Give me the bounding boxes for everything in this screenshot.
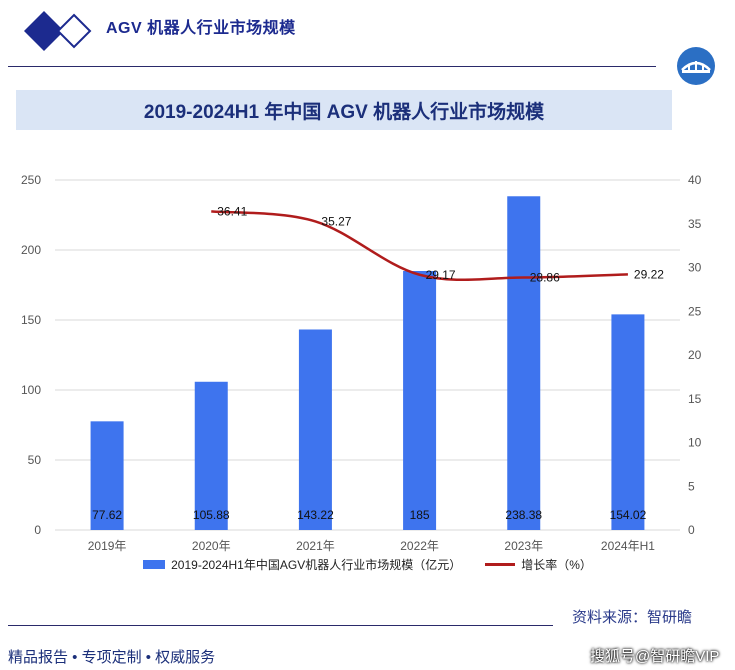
legend-label-bar: 2019-2024H1年中国AGV机器人行业市场规模（亿元） <box>171 558 462 572</box>
y-tick-label: 150 <box>21 313 41 327</box>
legend-swatch-bar <box>143 560 166 569</box>
x-tick-label: 2019年 <box>88 539 127 553</box>
y-tick-label: 250 <box>21 173 41 187</box>
footer-slogan: 精品报告 • 专项定制 • 权威服务 <box>8 649 216 666</box>
bar <box>90 421 124 530</box>
y2-tick-label: 15 <box>688 392 702 406</box>
y-tick-label: 0 <box>34 523 41 537</box>
chart-title-banner: 2019-2024H1 年中国 AGV 机器人行业市场规模 <box>16 90 672 130</box>
y2-tick-label: 5 <box>688 479 695 493</box>
y2-tick-label: 0 <box>688 523 695 537</box>
legend-item-bar: 2019-2024H1年中国AGV机器人行业市场规模（亿元） <box>143 556 461 573</box>
y-tick-label: 50 <box>28 453 42 467</box>
legend-label-line: 增长率（%） <box>521 558 592 572</box>
legend-swatch-line <box>485 563 516 566</box>
y-tick-label: 200 <box>21 243 41 257</box>
line-value-label: 35.27 <box>321 214 351 228</box>
header-title: AGV 机器人行业市场规模 <box>106 20 296 37</box>
growth-line <box>211 210 628 282</box>
bar-value-label: 105.88 <box>193 508 230 522</box>
bar <box>298 329 332 530</box>
x-tick-label: 2020年 <box>192 539 231 553</box>
line-value-label: 29.22 <box>634 267 664 281</box>
right-logo-icon <box>677 47 715 85</box>
y2-tick-label: 30 <box>688 261 702 275</box>
x-tick-label: 2023年 <box>504 539 543 553</box>
bar-value-label: 77.62 <box>92 508 122 522</box>
footer-divider <box>8 625 553 626</box>
left-logo-icon <box>24 11 92 51</box>
chart-title: 2019-2024H1 年中国 AGV 机器人行业市场规模 <box>143 101 545 123</box>
bar <box>403 271 437 530</box>
source-note: 资料来源：智研瞻 <box>572 609 693 626</box>
bar <box>611 314 645 530</box>
bar <box>507 196 541 530</box>
y-tick-label: 100 <box>21 383 41 397</box>
chart-plot: 0 50 100 150 200 250 0 5 10 15 20 25 30 35 40 77.62 105.… <box>21 173 702 553</box>
watermark: 搜狐号@智研瞻VIP <box>590 648 720 665</box>
bar-value-label: 185 <box>410 508 430 522</box>
chart-legend: 2019-2024H1年中国AGV机器人行业市场规模（亿元） 增长率（%） <box>0 556 735 573</box>
header-divider <box>8 66 656 67</box>
line-value-label: 29.17 <box>426 268 456 282</box>
line-value-label: 28.86 <box>530 270 560 284</box>
x-tick-label: 2021年 <box>296 539 335 553</box>
bar <box>194 381 228 530</box>
y2-tick-label: 40 <box>688 173 702 187</box>
bar-value-label: 143.22 <box>297 508 334 522</box>
y2-tick-label: 20 <box>688 348 702 362</box>
y2-tick-label: 35 <box>688 217 702 231</box>
y2-tick-label: 25 <box>688 304 702 318</box>
x-tick-label: 2022年 <box>400 539 439 553</box>
bar-value-label: 238.38 <box>505 508 542 522</box>
line-value-label: 36.41 <box>217 204 247 218</box>
bar-value-label: 154.02 <box>610 508 647 522</box>
y2-tick-label: 10 <box>688 436 702 450</box>
x-tick-label: 2024年H1 <box>601 539 655 553</box>
legend-item-line: 增长率（%） <box>485 556 592 573</box>
